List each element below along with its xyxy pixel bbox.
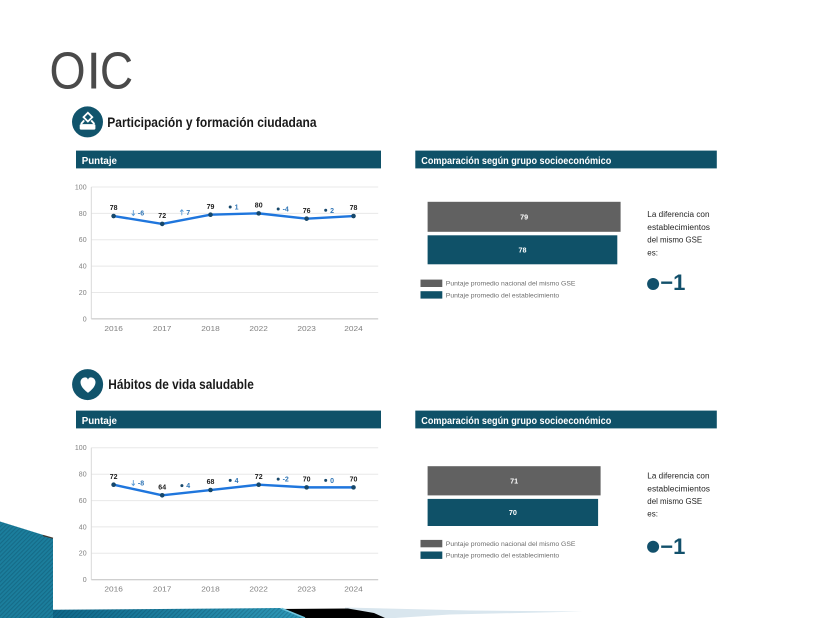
svg-text:Puntaje: Puntaje [82,155,117,167]
svg-text:2018: 2018 [201,587,220,594]
svg-text:72: 72 [110,474,118,481]
svg-text:-6: -6 [138,211,144,218]
svg-text:establecimientos: establecimientos [647,484,710,493]
svg-text:−1: −1 [660,270,685,295]
svg-text:79: 79 [520,212,528,221]
svg-text:es:: es: [647,510,658,519]
svg-text:20: 20 [79,290,87,297]
svg-text:La diferencia con: La diferencia con [647,210,709,219]
svg-text:60: 60 [79,498,87,505]
svg-text:2024: 2024 [344,587,363,594]
svg-text:Puntaje: Puntaje [82,415,117,427]
svg-text:del mismo GSE: del mismo GSE [647,497,702,506]
svg-text:79: 79 [207,204,215,211]
svg-text:Puntaje promedio nacional del: Puntaje promedio nacional del mismo GSE [446,281,576,288]
svg-text:0: 0 [330,478,334,485]
svg-text:2022: 2022 [249,326,268,333]
svg-text:71: 71 [510,476,518,485]
svg-text:0: 0 [83,316,87,323]
svg-text:0: 0 [83,577,87,584]
svg-text:68: 68 [207,479,215,486]
svg-text:72: 72 [158,213,166,220]
svg-text:70: 70 [350,477,358,484]
svg-text:70: 70 [509,508,517,517]
svg-text:100: 100 [75,445,87,452]
svg-text:2016: 2016 [104,587,123,594]
svg-text:72: 72 [255,474,263,481]
svg-text:2023: 2023 [297,326,316,333]
svg-text:es:: es: [647,248,658,257]
svg-text:2017: 2017 [153,326,172,333]
svg-text:70: 70 [303,477,311,484]
svg-text:Comparación según grupo socioe: Comparación según grupo socioeconómico [421,155,611,167]
svg-text:2017: 2017 [153,587,172,594]
svg-text:1: 1 [235,205,239,212]
svg-text:78: 78 [519,245,527,254]
svg-text:2024: 2024 [344,326,363,333]
svg-text:2023: 2023 [297,587,316,594]
svg-text:Hábitos de vida saludable: Hábitos de vida saludable [108,376,254,392]
svg-text:2: 2 [330,208,334,215]
svg-text:−1: −1 [660,534,685,559]
svg-text:-4: -4 [283,207,289,214]
svg-text:2018: 2018 [201,326,220,333]
svg-text:60: 60 [79,237,87,244]
svg-text:80: 80 [79,211,87,218]
svg-text:del mismo GSE: del mismo GSE [647,236,702,245]
svg-text:Puntaje promedio del estableci: Puntaje promedio del establecimiento [446,553,560,560]
svg-text:78: 78 [350,205,358,212]
svg-text:80: 80 [255,203,263,210]
svg-text:Comparación según grupo socioe: Comparación según grupo socioeconómico [421,415,611,427]
svg-text:76: 76 [303,208,311,215]
svg-text:Participación y formación ciud: Participación y formación ciudadana [107,114,316,130]
svg-text:-2: -2 [283,477,289,484]
svg-text:I: I [87,43,101,101]
svg-text:7: 7 [186,210,190,217]
svg-text:4: 4 [186,483,190,490]
svg-text:64: 64 [158,484,166,491]
svg-text:2022: 2022 [249,587,268,594]
svg-text:78: 78 [110,205,118,212]
svg-text:100: 100 [75,184,87,191]
svg-text:La diferencia con: La diferencia con [647,472,709,481]
svg-text:establecimientos: establecimientos [647,223,710,232]
svg-text:-8: -8 [138,481,144,488]
svg-text:40: 40 [79,524,87,531]
svg-text:C: C [100,42,133,100]
svg-text:Puntaje promedio del estableci: Puntaje promedio del establecimiento [446,292,560,299]
svg-text:40: 40 [79,264,87,271]
svg-text:O: O [50,42,86,100]
svg-text:20: 20 [79,551,87,558]
svg-text:2016: 2016 [104,326,123,333]
svg-text:80: 80 [79,472,87,479]
svg-text:Puntaje promedio nacional del: Puntaje promedio nacional del mismo GSE [446,541,576,548]
svg-text:4: 4 [235,478,239,485]
